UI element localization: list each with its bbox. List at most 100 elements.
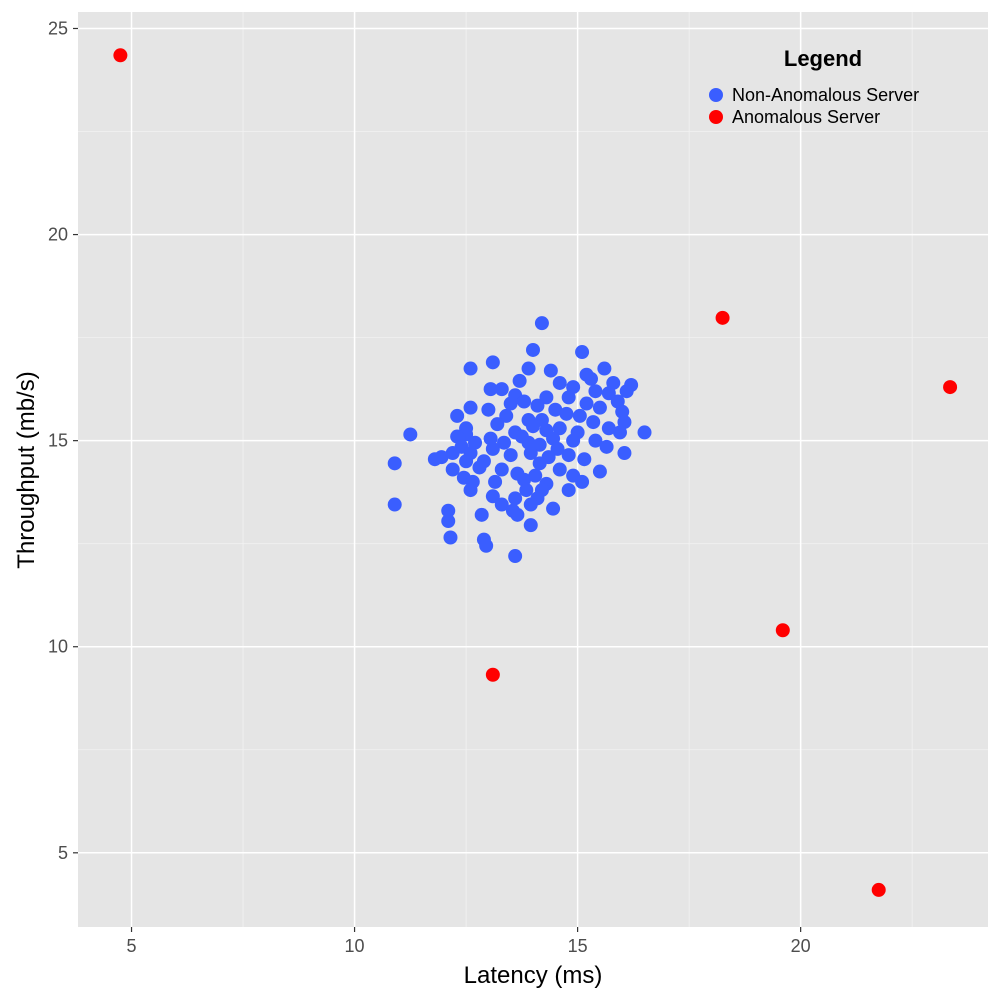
scatter-point (445, 462, 460, 477)
y-axis-ticks: 5 10 15 20 25 (48, 18, 78, 863)
scatter-point (592, 400, 607, 415)
scatter-point (441, 514, 456, 529)
x-axis-title: Latency (ms) (464, 962, 603, 989)
legend-marker-non-anomalous (709, 88, 723, 102)
scatter-point (503, 396, 518, 411)
scatter-point (575, 345, 590, 360)
points-layer (113, 48, 958, 897)
scatter-point (479, 538, 494, 553)
scatter-point (481, 402, 496, 417)
scatter-point (499, 408, 514, 423)
y-axis-title: Throughput (mb/s) (13, 371, 40, 568)
scatter-point (494, 462, 509, 477)
scatter-point (599, 439, 614, 454)
y-tick-label: 5 (58, 843, 68, 863)
scatter-point (543, 363, 558, 378)
series-non-anomalous (387, 316, 652, 564)
scatter-point (617, 446, 632, 461)
scatter-point (539, 390, 554, 405)
scatter-point (601, 421, 616, 436)
scatter-point (474, 507, 489, 522)
scatter-point (403, 427, 418, 442)
scatter-point (579, 396, 594, 411)
scatter-point (528, 468, 543, 483)
scatter-point (441, 503, 456, 518)
scatter-point (463, 361, 478, 376)
scatter-point (575, 474, 590, 489)
scatter-point (612, 425, 627, 440)
scatter-point (532, 456, 547, 471)
scatter-point (637, 425, 652, 440)
x-tick-label: 10 (345, 936, 365, 956)
scatter-point (775, 623, 790, 638)
scatter-point (566, 433, 581, 448)
x-tick-label: 15 (568, 936, 588, 956)
scatter-point (546, 501, 561, 516)
scatter-point (523, 446, 538, 461)
scatter-point (427, 452, 442, 467)
scatter-point (463, 400, 478, 415)
scatter-point (526, 419, 540, 434)
scatter-point (485, 355, 500, 370)
scatter-point (552, 421, 567, 436)
x-tick-label: 20 (791, 936, 811, 956)
y-tick-label: 25 (48, 18, 68, 38)
scatter-point (526, 342, 540, 357)
scatter-point (561, 483, 576, 498)
scatter-point (534, 316, 549, 331)
legend-title: Legend (784, 46, 862, 71)
scatter-point (483, 382, 498, 397)
scatter-point (497, 435, 512, 450)
scatter-point (472, 460, 487, 475)
scatter-point (523, 497, 538, 512)
scatter-point (519, 483, 534, 498)
scatter-point (485, 667, 500, 682)
scatter-point (488, 474, 503, 489)
scatter-point (530, 398, 545, 413)
scatter-point (572, 408, 587, 423)
scatter-point (494, 382, 509, 397)
scatter-point (552, 462, 567, 477)
scatter-point (550, 441, 565, 456)
scatter-point (552, 375, 567, 390)
legend-label-anomalous: Anomalous Server (732, 107, 880, 127)
x-axis-ticks: 5 10 15 20 (127, 927, 811, 956)
scatter-point (508, 491, 523, 506)
scatter-point (490, 417, 505, 432)
scatter-point (561, 448, 576, 463)
scatter-point (485, 441, 500, 456)
scatter-point (577, 452, 592, 467)
scatter-point (715, 310, 730, 325)
scatter-point (619, 384, 634, 399)
scatter-point (583, 371, 598, 386)
scatter-point (387, 456, 402, 471)
scatter-point (586, 415, 601, 430)
scatter-point (445, 446, 460, 461)
scatter-point (523, 518, 538, 533)
scatter-point (601, 386, 616, 401)
scatter-point (508, 549, 523, 564)
legend-marker-anomalous (709, 110, 723, 124)
scatter-point (503, 448, 518, 463)
scatter-point (485, 489, 500, 504)
scatter-point (561, 390, 576, 405)
scatter-point (532, 437, 547, 452)
scatter-point (450, 408, 465, 423)
scatter-point (588, 433, 603, 448)
scatter-point (387, 497, 402, 512)
scatter-point (510, 507, 525, 522)
scatter-point (871, 882, 886, 897)
grid-minor (78, 12, 988, 927)
legend-label-non-anomalous: Non-Anomalous Server (732, 85, 919, 105)
scatter-point (521, 361, 536, 376)
scatter-point (512, 373, 527, 388)
series-anomalous (113, 48, 958, 897)
scatter-point (113, 48, 128, 63)
scatter-point (943, 380, 958, 395)
y-tick-label: 20 (48, 225, 68, 245)
scatter-point (459, 454, 474, 469)
scatter-point (597, 361, 612, 376)
scatter-point (463, 483, 478, 498)
